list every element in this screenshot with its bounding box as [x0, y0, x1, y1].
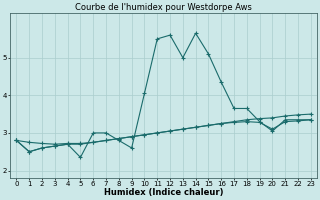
Title: Courbe de l'humidex pour Westdorpe Aws: Courbe de l'humidex pour Westdorpe Aws	[75, 3, 252, 12]
X-axis label: Humidex (Indice chaleur): Humidex (Indice chaleur)	[104, 188, 223, 197]
